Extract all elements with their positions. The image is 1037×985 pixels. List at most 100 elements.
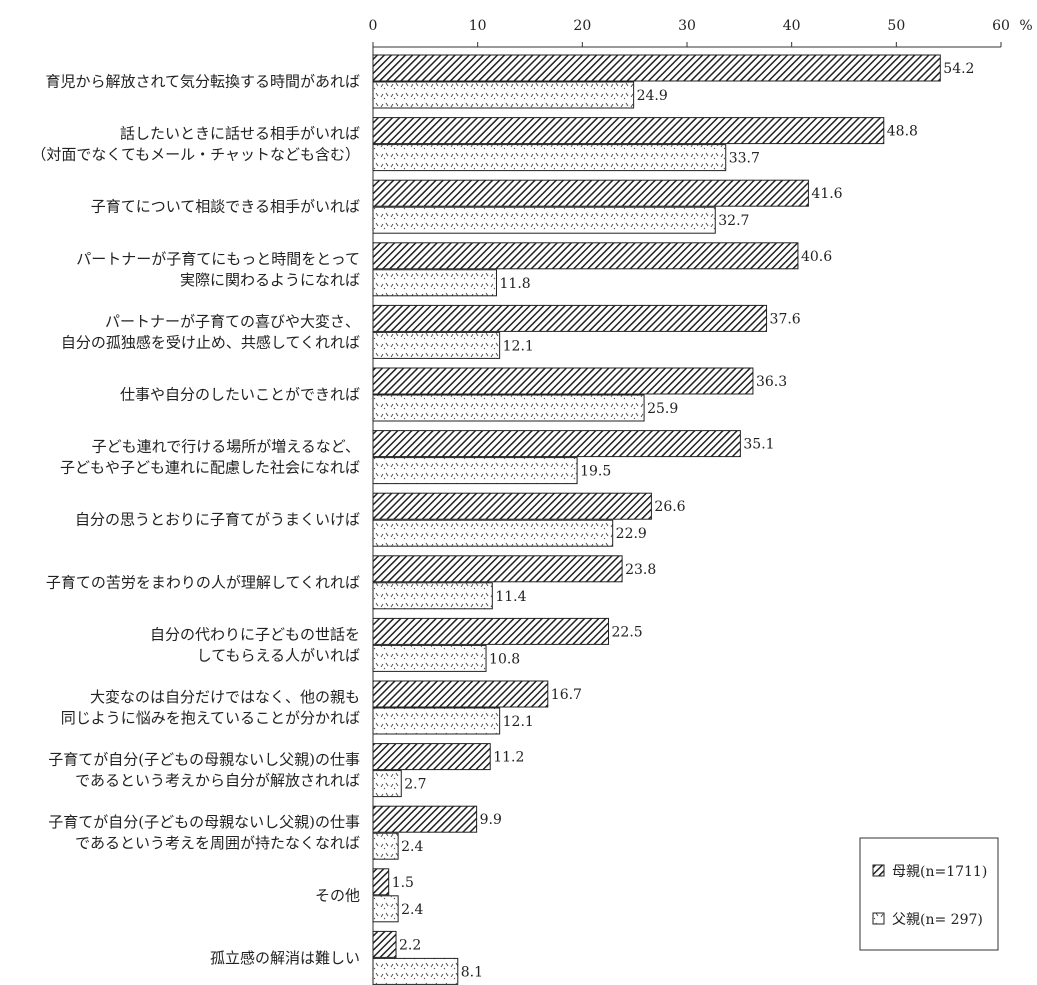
category-label: パートナーが子育てにもっと時間をとって実際に関わるようになれば xyxy=(76,250,360,289)
bar-mother xyxy=(372,492,652,520)
legend-swatch-father xyxy=(872,912,885,925)
category-label-line: 実際に関わるようになれば xyxy=(180,271,360,289)
data-label: 9.9 xyxy=(480,812,502,828)
bar-mother xyxy=(372,555,623,583)
data-label: 48.8 xyxy=(887,124,918,140)
data-label: 11.8 xyxy=(500,276,531,292)
category-label-line: 話したいときに話せる相手がいれば xyxy=(120,125,360,143)
legend-box xyxy=(859,837,999,951)
category-label: 自分の思うとおりに子育てがうまくいけば xyxy=(75,511,360,529)
bar-father xyxy=(372,582,493,610)
bar-mother xyxy=(372,868,390,896)
category-label: 仕事や自分のしたいことができれば xyxy=(120,386,360,404)
bar-father xyxy=(372,457,578,485)
category-label-line: （対面でなくてもメール・チャットなども含む） xyxy=(31,146,360,164)
category-label-line: 仕事や自分のしたいことができれば xyxy=(120,386,360,404)
category-label-line: パートナーが子育ての喜びや大変さ、 xyxy=(105,312,360,330)
bar-mother xyxy=(372,54,941,82)
data-label: 19.5 xyxy=(580,464,611,480)
category-label-line: その他 xyxy=(315,886,360,904)
category-label-line: パートナーが子育てにもっと時間をとって xyxy=(76,250,360,268)
data-label: 35.1 xyxy=(743,437,774,453)
category-label: 子育てについて相談できる相手がいれば xyxy=(91,198,360,216)
data-label: 41.6 xyxy=(811,186,842,202)
data-label: 2.4 xyxy=(401,839,423,855)
bar-father xyxy=(372,957,459,985)
category-label-line: 自分の代わりに子どもの世話を xyxy=(150,625,360,643)
category-label-line: 同じように悩みを抱えていることが分かれば xyxy=(61,709,360,727)
bar-mother xyxy=(372,117,885,145)
bar-mother xyxy=(372,367,754,395)
data-label: 36.3 xyxy=(756,374,787,390)
bar-father xyxy=(372,832,399,860)
legend-label-mother: 母親(n=1711) xyxy=(892,864,987,880)
data-label: 54.2 xyxy=(943,61,974,77)
data-label: 25.9 xyxy=(647,401,678,417)
bar-father xyxy=(372,519,614,547)
x-tick-label: 30 xyxy=(678,18,696,34)
category-label-line: 自分の孤独感を受け止め、共感してくれれば xyxy=(61,333,360,351)
bar-father xyxy=(372,144,727,172)
category-label-line: してもらえる人がいれば xyxy=(197,646,360,664)
category-label-line: 育児から解放されて気分転換する時間があれば xyxy=(45,73,360,91)
bar-father xyxy=(372,269,498,297)
category-label-line: 子育てが自分(子どもの母親ないし父親)の仕事 xyxy=(48,813,360,831)
category-label-line: であるという考えから自分が解放されれば xyxy=(75,772,360,790)
x-tick-label: 50 xyxy=(887,18,905,34)
bars: 54.2 48.8 41.6 40.6 37.6 36.3 35.1 26.6 23.8 22.5… xyxy=(372,54,974,985)
category-label: 自分の代わりに子どもの世話をしてもらえる人がいれば xyxy=(150,625,360,664)
category-label: 大変なのは自分だけではなく、他の親も同じように悩みを抱えていることが分かれば xyxy=(61,688,360,727)
bar-mother xyxy=(372,242,799,270)
x-tick-label: 60 xyxy=(992,18,1010,34)
category-label: 育児から解放されて気分転換する時間があれば xyxy=(45,73,360,91)
data-label: 8.1 xyxy=(461,964,483,980)
data-label: 24.9 xyxy=(637,88,668,104)
data-label: 2.7 xyxy=(404,777,426,793)
category-label: 話したいときに話せる相手がいれば （対面でなくてもメール・チャットなども含む） xyxy=(31,125,360,164)
x-axis-unit: % xyxy=(1019,18,1032,34)
data-label: 2.2 xyxy=(399,937,421,953)
bar-father xyxy=(372,770,402,798)
bar-father xyxy=(372,206,716,234)
bar-mother xyxy=(372,179,809,207)
bar-mother xyxy=(372,304,768,332)
category-label-line: 自分の思うとおりに子育てがうまくいけば xyxy=(75,511,360,529)
bar-father xyxy=(372,331,501,359)
data-label: 10.8 xyxy=(489,651,520,667)
data-label: 37.6 xyxy=(770,311,801,327)
data-label: 12.1 xyxy=(503,338,534,354)
data-label: 23.8 xyxy=(625,562,656,578)
bar-father xyxy=(372,707,501,735)
bar-mother xyxy=(372,805,478,833)
x-tick-label: 10 xyxy=(469,18,487,34)
category-label-line: であるという考えを周囲が持たなくなれば xyxy=(75,834,360,852)
data-label: 1.5 xyxy=(392,875,414,891)
category-label: 子ども連れで行ける場所が増えるなど、子どもや子ども連れに配慮した社会になれば xyxy=(60,438,360,477)
bar-father xyxy=(372,394,645,422)
data-label: 11.2 xyxy=(493,750,524,766)
category-label: その他 xyxy=(315,886,360,904)
category-label-line: 大変なのは自分だけではなく、他の親も xyxy=(90,688,360,706)
bar-mother xyxy=(372,930,397,958)
category-label-line: 子ども連れで行ける場所が増えるなど、 xyxy=(92,438,360,456)
category-label: 子育ての苦労をまわりの人が理解してくれれば xyxy=(46,573,360,591)
data-label: 2.4 xyxy=(401,902,423,918)
legend: 母親(n=1711) 父親(n= 297) xyxy=(859,837,999,951)
data-label: 40.6 xyxy=(801,249,832,265)
data-label: 12.1 xyxy=(503,714,534,730)
category-label: 子育てが自分(子どもの母親ないし父親)の仕事であるという考えから自分が解放されれ… xyxy=(48,751,360,790)
category-label: 孤立感の解消は難しい xyxy=(210,949,360,967)
data-label: 22.9 xyxy=(616,526,647,542)
category-label-line: 子どもや子ども連れに配慮した社会になれば xyxy=(60,459,360,477)
bar-father xyxy=(372,81,635,109)
data-label: 16.7 xyxy=(551,687,582,703)
category-label: パートナーが子育ての喜びや大変さ、自分の孤独感を受け止め、共感してくれれば xyxy=(61,312,360,351)
bar-mother xyxy=(372,430,741,458)
x-tick-label: 20 xyxy=(573,18,591,34)
bar-mother xyxy=(372,743,491,771)
x-tick-label: 40 xyxy=(783,18,801,34)
category-label-line: 子育ての苦労をまわりの人が理解してくれれば xyxy=(46,573,360,591)
data-label: 11.4 xyxy=(495,589,526,605)
category-label-line: 孤立感の解消は難しい xyxy=(210,949,360,967)
